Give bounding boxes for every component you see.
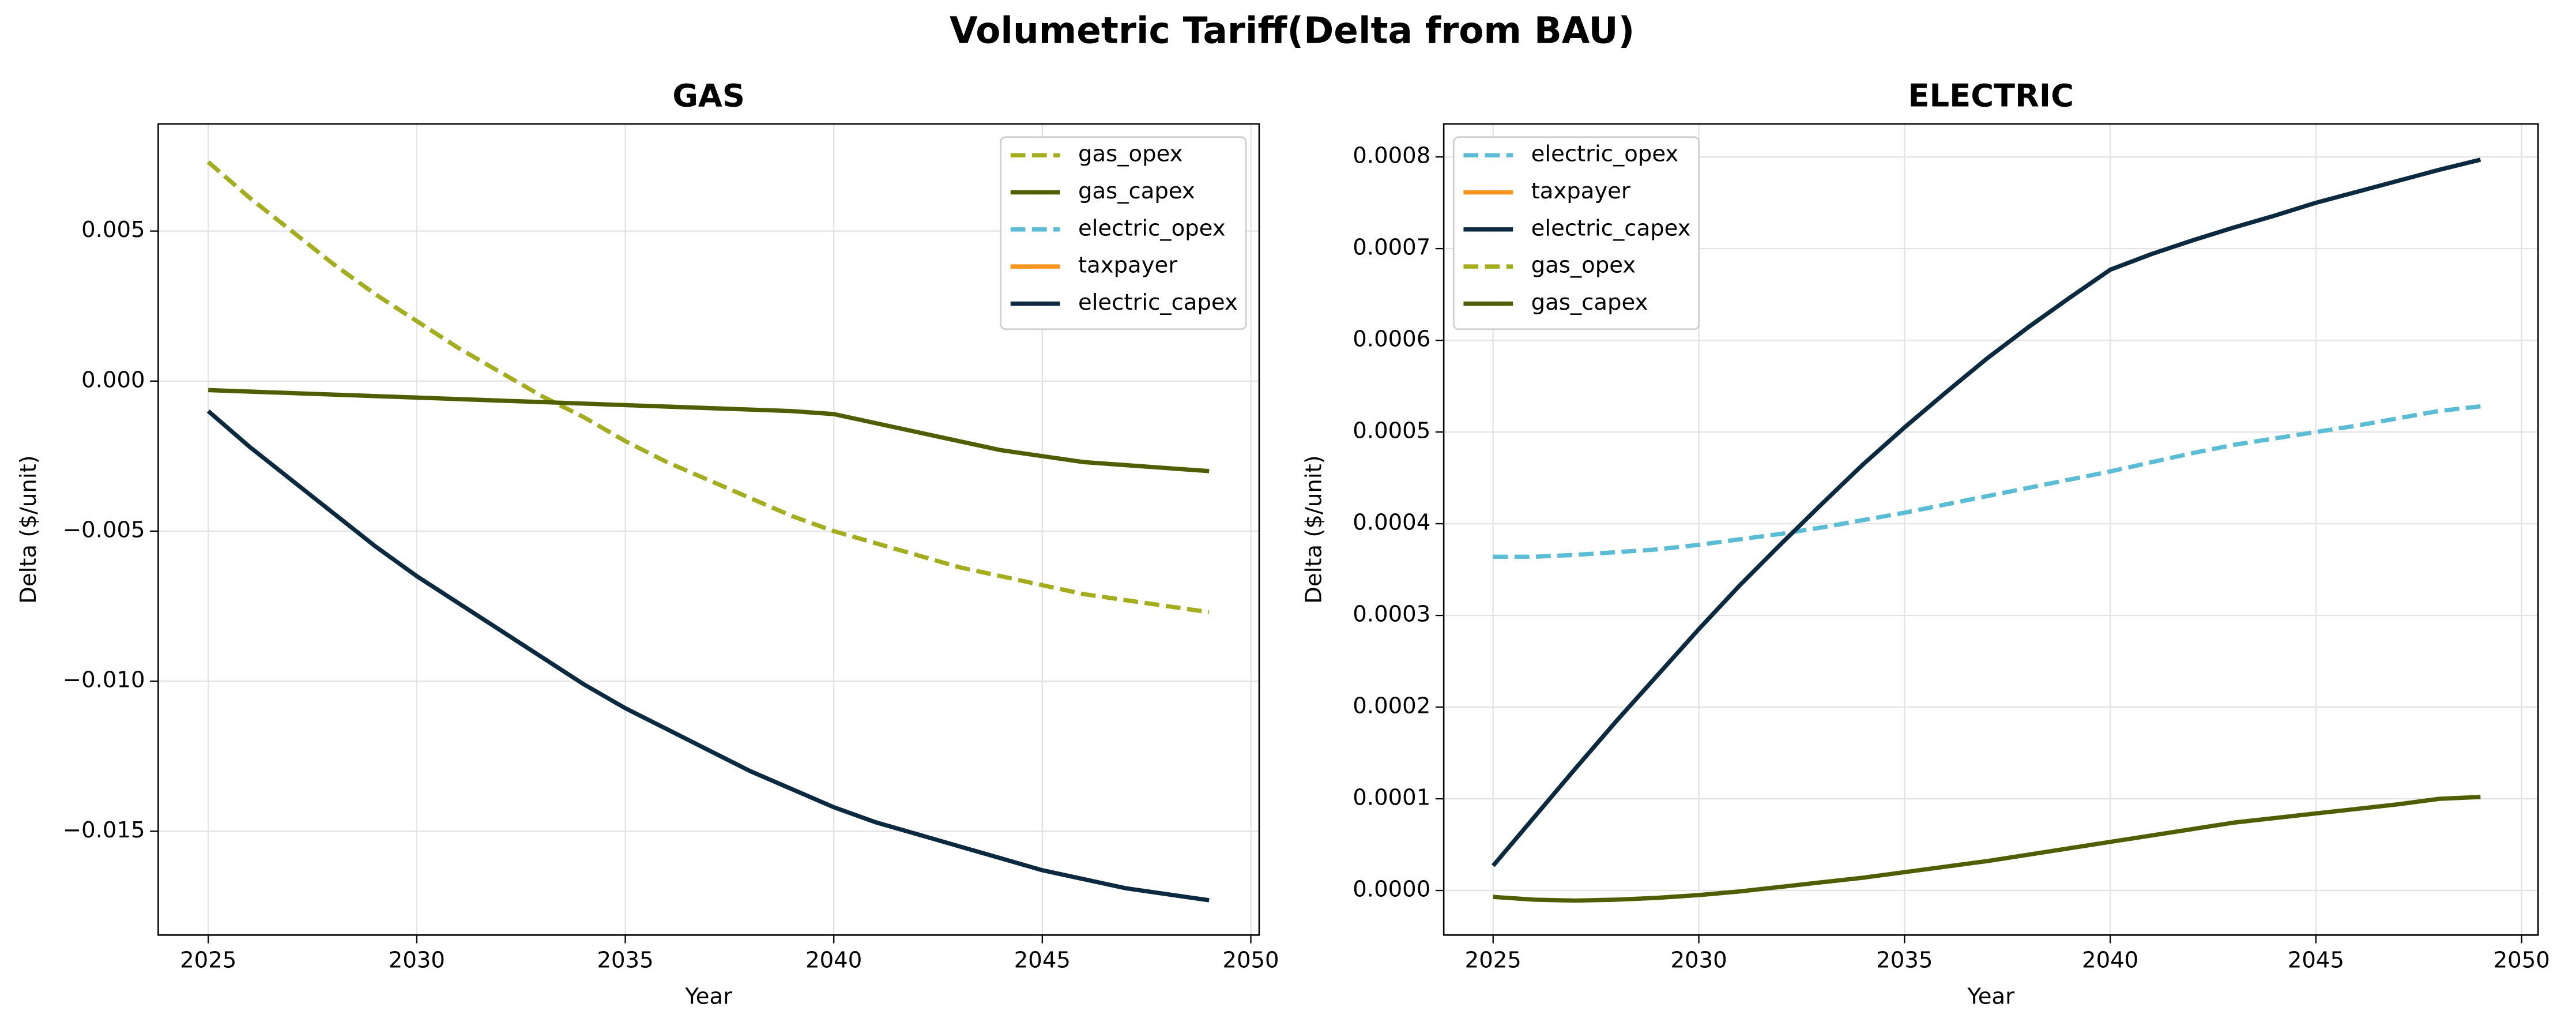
- legend-label: taxpayer: [1078, 253, 1177, 279]
- x-tick-label: 2050: [2494, 948, 2550, 974]
- legend-frame: [1452, 136, 1700, 330]
- subplot-title: ELECTRIC: [1908, 77, 2074, 114]
- x-tick-label: 2025: [180, 948, 236, 974]
- x-tick-label: 2045: [2288, 948, 2344, 974]
- x-axis-label: Year: [1967, 983, 2014, 1009]
- y-tick-label: 0.0006: [1353, 326, 1430, 352]
- y-tick-label: 0.005: [81, 217, 145, 243]
- legend-label: electric_opex: [1531, 141, 1679, 167]
- legend-label: gas_opex: [1078, 141, 1183, 167]
- legend-label: gas_capex: [1531, 290, 1648, 315]
- y-tick-label: 0.0000: [1353, 877, 1430, 903]
- series-line: [208, 388, 1210, 473]
- series-line: [1493, 404, 2481, 559]
- series-line: [206, 160, 1210, 615]
- y-tick-label: −0.010: [63, 667, 145, 693]
- x-tick-label: 2030: [1670, 948, 1727, 974]
- x-tick-label: 2025: [1465, 948, 1522, 974]
- legend-label: taxpayer: [1531, 178, 1630, 204]
- y-tick-label: 0.0005: [1353, 418, 1430, 444]
- legend-frame: [1000, 136, 1247, 330]
- legend-label: electric_opex: [1078, 215, 1226, 241]
- y-tick-label: 0.0008: [1353, 143, 1430, 169]
- y-tick-label: 0.0004: [1353, 510, 1430, 536]
- series-line: [1491, 157, 2481, 867]
- y-tick-label: −0.005: [63, 517, 145, 543]
- subplot-title: GAS: [672, 77, 745, 114]
- y-tick-label: 0.0001: [1353, 785, 1430, 811]
- figure-title: Volumetric Tariff(Delta from BAU): [950, 10, 1635, 52]
- y-axis-label: Delta ($/unit): [16, 455, 42, 604]
- series-line: [206, 409, 1210, 903]
- plot-frame: [157, 123, 1260, 936]
- x-tick-label: 2050: [1222, 948, 1279, 974]
- series-line: [1493, 795, 2481, 903]
- legend-label: electric_capex: [1531, 215, 1691, 241]
- x-tick-label: 2040: [2082, 948, 2138, 974]
- legend: gas_opex gas_capex electric_opex taxpayer el…: [1000, 136, 1247, 330]
- x-tick-label: 2035: [597, 948, 653, 974]
- x-tick-label: 2045: [1014, 948, 1071, 974]
- y-axis-label: Delta ($/unit): [1301, 455, 1327, 604]
- x-tick-label: 2030: [389, 948, 445, 974]
- legend: electric_opex taxpayer electric_capex gas_o…: [1452, 136, 1700, 330]
- y-tick-label: 0.0003: [1353, 602, 1430, 627]
- legend-label: electric_capex: [1078, 290, 1238, 315]
- y-tick-label: 0.0007: [1353, 235, 1430, 261]
- x-tick-label: 2040: [805, 948, 862, 974]
- y-tick-label: −0.015: [63, 817, 145, 843]
- y-tick-label: 0.0002: [1353, 693, 1430, 719]
- legend-label: gas_opex: [1531, 253, 1636, 279]
- y-tick-label: 0.000: [81, 367, 145, 393]
- x-axis-label: Year: [684, 983, 732, 1009]
- plot-frame: [1443, 123, 2539, 936]
- legend-label: gas_capex: [1078, 178, 1195, 204]
- x-tick-label: 2035: [1876, 948, 1933, 974]
